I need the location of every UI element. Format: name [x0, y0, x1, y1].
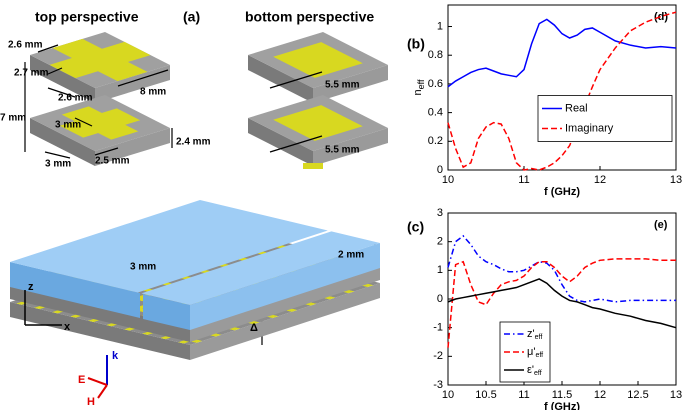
- legend-label: Imaginary: [565, 122, 614, 134]
- series-line: [447, 11, 677, 171]
- x-tick-label: 10: [442, 174, 454, 186]
- x-tick-label: 12: [594, 389, 606, 401]
- axis-label: Δ: [250, 322, 258, 334]
- dimension-label: 3 mm: [45, 159, 71, 170]
- series-group: [447, 11, 677, 171]
- axis-label: H: [87, 396, 95, 408]
- y-tick-label: 3: [437, 207, 443, 219]
- x-tick-label: 11: [518, 174, 529, 186]
- legend-name: Imaginary: [565, 122, 614, 134]
- x-tick-label: 10: [442, 389, 454, 401]
- coordinate-arrows: [24, 290, 108, 399]
- legend-subscript: eff: [535, 352, 543, 359]
- legend-label: z'eff: [527, 328, 542, 341]
- slab: [10, 199, 381, 360]
- y-tick-label: -1: [433, 322, 443, 334]
- x-tick-label: 11: [518, 389, 529, 401]
- axis-label: E: [78, 374, 85, 386]
- legend-name: z': [527, 328, 535, 340]
- axis-label: z: [28, 281, 34, 293]
- y-tick-label: 0.4: [428, 107, 443, 119]
- dimension-label: 2.6 mm: [8, 40, 43, 51]
- legend-name: Real: [565, 102, 588, 114]
- unit-cell-bottom-lower: [248, 94, 389, 169]
- y-axis-label-sub: eff: [416, 79, 426, 89]
- x-tick-label: 11.5: [552, 389, 573, 401]
- x-tick-label: 10.5: [475, 389, 496, 401]
- dimension-label: 2.5 mm: [95, 156, 130, 167]
- dimension-label: 3 mm: [55, 120, 81, 131]
- y-tick-label: 2: [437, 236, 443, 248]
- dimension-label: 2.7 mm: [14, 68, 49, 79]
- x-tick-label: 12.5: [627, 389, 648, 401]
- dimension-label: 2.4 mm: [176, 137, 211, 148]
- unit-cell-bottom: [248, 31, 389, 103]
- legend-subscript: eff: [534, 370, 542, 377]
- legend-label: μ'eff: [527, 346, 543, 359]
- series-line: [447, 258, 676, 348]
- unit-cell-top-lower: [30, 94, 171, 166]
- y-tick-label: 0.6: [428, 78, 443, 90]
- axis-label: k: [112, 350, 119, 362]
- dimension-label: 7 mm: [0, 113, 26, 124]
- y-axis-label: neff: [412, 79, 426, 95]
- axis-label: x: [64, 321, 71, 333]
- y-tick-label: 1: [437, 264, 443, 276]
- unit-cell-top: [30, 31, 171, 103]
- legend-subscript: eff: [535, 334, 543, 341]
- dimension-label: 2 mm: [338, 250, 364, 261]
- legend-label: Real: [565, 102, 588, 114]
- series-group: [447, 234, 677, 348]
- series-line: [447, 278, 677, 329]
- x-tick-label: 13: [670, 389, 682, 401]
- y-tick-label: 0.2: [428, 135, 443, 147]
- y-tick-label: -3: [433, 379, 443, 391]
- dimension-label: 5.5 mm: [325, 145, 360, 156]
- y-tick-label: 1: [437, 20, 443, 32]
- panel-label: (b): [407, 36, 425, 52]
- series-line: [447, 18, 677, 88]
- panel-label: (c): [407, 219, 424, 235]
- illustration-title: top perspective: [35, 9, 139, 25]
- illustration-title: bottom perspective: [245, 9, 374, 25]
- dimension-label: 3 mm: [130, 262, 156, 273]
- series-line: [447, 234, 676, 303]
- dimension-label: 8 mm: [140, 87, 166, 98]
- x-tick-label: 13: [670, 174, 682, 186]
- annotation: (d): [654, 11, 668, 23]
- dimension-label: 5.5 mm: [325, 80, 360, 91]
- legend-name: μ': [527, 346, 535, 358]
- y-tick-label: 0: [437, 293, 443, 305]
- plot-area: [447, 4, 677, 171]
- annotation: (e): [654, 219, 668, 231]
- dimension-label: 2.6 mm: [58, 93, 93, 104]
- x-axis-label: f (GHz): [544, 186, 580, 198]
- y-axis-label-main: n: [412, 89, 424, 95]
- plot-area: [447, 212, 677, 386]
- y-tick-label: 0: [437, 164, 443, 176]
- panel-label: (a): [183, 9, 200, 25]
- y-tick-label: -2: [433, 350, 443, 362]
- x-tick-label: 12: [594, 174, 606, 186]
- legend-label: ε'eff: [527, 364, 542, 377]
- y-tick-label: 0.8: [428, 49, 443, 61]
- x-axis-label: f (GHz): [544, 401, 580, 410]
- legend-name: ε': [527, 364, 534, 376]
- legend-box: [537, 95, 673, 142]
